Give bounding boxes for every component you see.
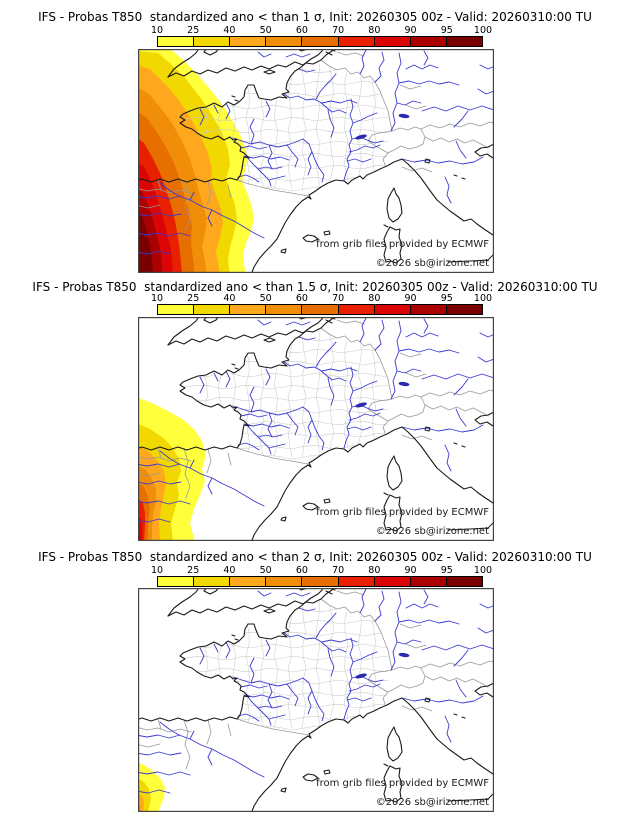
panel-title-sigma-1: IFS - Probas T850 standardized ano < tha… xyxy=(38,10,592,24)
lakes xyxy=(355,113,410,140)
department-boundaries xyxy=(183,600,389,731)
colorbar-segment xyxy=(337,577,374,586)
colorbar-tick-label: 40 xyxy=(223,25,236,36)
colorbar-segment xyxy=(193,577,230,586)
map-frame xyxy=(138,317,494,541)
colorbar-segment xyxy=(301,577,338,586)
colorbar-tick-label: 70 xyxy=(332,293,345,304)
colorbar-tick-label: 80 xyxy=(368,293,381,304)
map-sigma-2: from grib files provided by ECMWF ©2026 s… xyxy=(138,588,494,812)
colorbar-tick-label: 90 xyxy=(404,565,417,576)
colorbar-segment xyxy=(373,37,410,46)
colorbar-segment xyxy=(373,577,410,586)
colorbar-scale-labels: 10 25 40 50 60 70 80 90 95 100 xyxy=(151,25,492,36)
rivers xyxy=(138,317,494,523)
rivers xyxy=(138,49,494,255)
colorbar-segment xyxy=(265,577,302,586)
contour-band-95 xyxy=(138,211,153,273)
colorbar-segment xyxy=(409,577,446,586)
colorbar-scale-labels: 10 25 40 50 60 70 80 90 95 100 xyxy=(151,293,492,304)
colorbar-segment xyxy=(445,37,482,46)
panel-title-sigma-1-5: IFS - Probas T850 standardized ano < tha… xyxy=(32,280,598,294)
colorbar-tick-label: 10 xyxy=(150,565,164,576)
colorbar-scale-labels: 10 25 40 50 60 70 80 90 95 100 xyxy=(151,565,492,576)
colorbar-tick-label: 100 xyxy=(473,25,493,36)
colorbar xyxy=(157,576,483,587)
colorbar-segment xyxy=(193,37,230,46)
colorbar-tick-label: 70 xyxy=(332,25,345,36)
colorbar-tick-label: 70 xyxy=(332,565,345,576)
colorbar-segment xyxy=(409,37,446,46)
country-borders xyxy=(138,51,494,231)
colorbar-tick-label: 100 xyxy=(473,565,493,576)
attribution-source: from grib files provided by ECMWF xyxy=(316,778,489,789)
colorbar-tick-label: 25 xyxy=(187,25,200,36)
lakes xyxy=(355,652,410,679)
colorbar-tick-label: 100 xyxy=(473,293,493,304)
coastlines xyxy=(138,317,494,541)
coastline-fragment xyxy=(447,254,494,263)
colorbar-segment xyxy=(158,37,194,46)
colorbar-segment xyxy=(265,37,302,46)
colorbar xyxy=(157,304,483,315)
colorbar-tick-label: 50 xyxy=(259,293,272,304)
colorbar-segment xyxy=(229,577,266,586)
colorbar-tick-label: 60 xyxy=(295,293,308,304)
colorbar-segment xyxy=(337,305,374,314)
country-borders xyxy=(138,319,494,499)
coastline-fragment xyxy=(447,522,494,531)
map-frame xyxy=(138,588,494,812)
coastline-fragment xyxy=(447,793,494,802)
colorbar-segment xyxy=(229,37,266,46)
colorbar-tick-label: 10 xyxy=(150,293,164,304)
colorbar-tick-label: 80 xyxy=(368,565,381,576)
colorbar-segment xyxy=(445,305,482,314)
colorbar-tick-label: 10 xyxy=(150,25,164,36)
probability-contour-bands xyxy=(138,397,206,541)
colorbar-segment xyxy=(445,577,482,586)
colorbar-segment xyxy=(373,305,410,314)
colorbar-segment xyxy=(301,37,338,46)
attribution-copyright: ©2026 sb@irizone.net xyxy=(376,258,489,269)
colorbar-segment xyxy=(301,305,338,314)
country-borders xyxy=(138,590,494,770)
attribution-source: from grib files provided by ECMWF xyxy=(316,239,489,250)
colorbar-tick-label: 90 xyxy=(404,25,417,36)
rivers xyxy=(138,588,494,794)
colorbar-segment xyxy=(265,305,302,314)
attribution-copyright: ©2026 sb@irizone.net xyxy=(376,797,489,808)
lakes xyxy=(355,381,410,408)
colorbar-tick-label: 95 xyxy=(440,293,453,304)
colorbar-tick-label: 25 xyxy=(187,293,200,304)
colorbar-tick-label: 60 xyxy=(295,565,308,576)
colorbar-segment xyxy=(158,305,194,314)
attribution-copyright: ©2026 sb@irizone.net xyxy=(376,526,489,537)
colorbar-tick-label: 50 xyxy=(259,25,272,36)
colorbar-tick-label: 40 xyxy=(223,565,236,576)
colorbar-tick-label: 95 xyxy=(440,565,453,576)
map-sigma-1-5: from grib files provided by ECMWF ©2026 s… xyxy=(138,317,494,541)
map-sigma-1: from grib files provided by ECMWF ©2026 s… xyxy=(138,49,494,273)
colorbar-tick-label: 95 xyxy=(440,25,453,36)
colorbar-segment xyxy=(193,305,230,314)
panel-title-sigma-2: IFS - Probas T850 standardized ano < tha… xyxy=(38,550,592,564)
colorbar-tick-label: 80 xyxy=(368,25,381,36)
colorbar-segment xyxy=(158,577,194,586)
colorbar-tick-label: 90 xyxy=(404,293,417,304)
probability-contour-bands xyxy=(138,762,165,812)
colorbar-tick-label: 40 xyxy=(223,293,236,304)
colorbar xyxy=(157,36,483,47)
attribution-source: from grib files provided by ECMWF xyxy=(316,507,489,518)
colorbar-segment xyxy=(409,305,446,314)
colorbar-tick-label: 50 xyxy=(259,565,272,576)
probability-contour-bands xyxy=(138,49,254,273)
colorbar-segment xyxy=(337,37,374,46)
map-frame xyxy=(138,49,494,273)
colorbar-tick-label: 60 xyxy=(295,25,308,36)
colorbar-tick-label: 25 xyxy=(187,565,200,576)
colorbar-segment xyxy=(229,305,266,314)
department-boundaries xyxy=(183,329,389,460)
